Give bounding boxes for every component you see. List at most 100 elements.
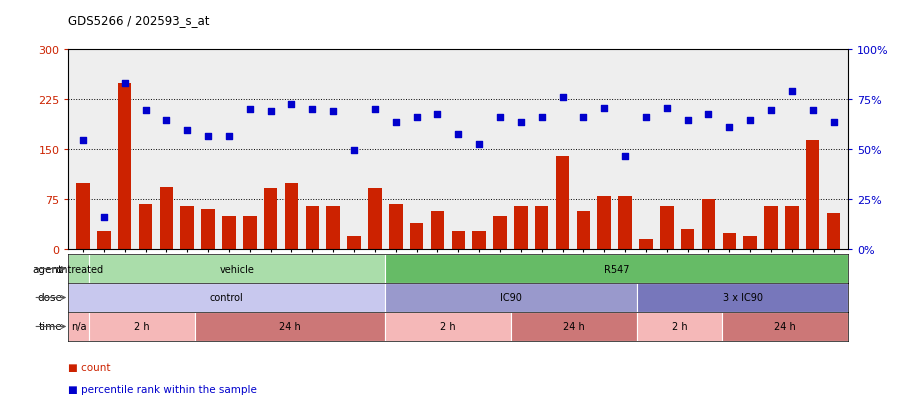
Bar [263, 188, 277, 250]
Bar [514, 206, 527, 250]
Bar [388, 204, 402, 250]
Bar [784, 206, 798, 250]
Bar [118, 84, 131, 250]
Text: vehicle: vehicle [220, 264, 254, 274]
Bar [384, 255, 847, 283]
Text: time: time [38, 322, 62, 332]
Point [722, 124, 736, 131]
Bar [451, 231, 465, 250]
Bar [637, 284, 847, 312]
Text: 24 h: 24 h [279, 322, 301, 332]
Point [221, 133, 236, 140]
Point [783, 88, 798, 95]
Point [597, 105, 611, 112]
Bar [180, 206, 194, 250]
Bar [721, 313, 847, 341]
Text: agent: agent [32, 264, 62, 274]
Point [76, 138, 90, 144]
Bar [472, 231, 486, 250]
Bar [639, 240, 652, 250]
Text: 2 h: 2 h [439, 322, 456, 332]
Point [118, 81, 132, 88]
Bar [826, 213, 839, 250]
Text: GDS5266 / 202593_s_at: GDS5266 / 202593_s_at [68, 14, 210, 27]
Bar [68, 284, 384, 312]
Text: 2 h: 2 h [134, 322, 149, 332]
Text: 24 h: 24 h [773, 322, 795, 332]
Bar [68, 255, 89, 283]
Bar [597, 197, 610, 250]
Bar [326, 206, 340, 250]
Point [409, 114, 424, 121]
Point [159, 118, 173, 124]
Bar [242, 216, 256, 250]
Text: ■ count: ■ count [68, 362, 111, 372]
Text: 2 h: 2 h [671, 322, 687, 332]
Bar [701, 200, 714, 250]
Bar [195, 313, 384, 341]
Bar [722, 233, 735, 250]
Bar [138, 204, 152, 250]
Point [763, 108, 777, 114]
Text: n/a: n/a [71, 322, 87, 332]
Point [576, 114, 590, 121]
Point [471, 141, 486, 148]
Bar [805, 141, 819, 250]
Bar [305, 206, 319, 250]
Bar [681, 230, 693, 250]
Point [304, 107, 319, 113]
Bar [742, 237, 756, 250]
Text: control: control [210, 293, 243, 303]
Point [346, 148, 361, 154]
Text: IC90: IC90 [499, 293, 521, 303]
Point [284, 102, 299, 108]
Bar [284, 183, 298, 250]
Point [263, 108, 278, 115]
Bar [493, 216, 507, 250]
Bar [409, 223, 423, 250]
Bar [97, 231, 110, 250]
Bar [89, 313, 195, 341]
Bar [347, 237, 361, 250]
Text: untreated: untreated [55, 264, 103, 274]
Point [430, 112, 445, 118]
Point [804, 108, 819, 114]
Point [450, 131, 465, 138]
Bar [763, 206, 777, 250]
Point [638, 114, 652, 121]
Point [659, 105, 673, 112]
Point [97, 214, 111, 221]
Bar [576, 211, 589, 250]
Bar [77, 183, 89, 250]
Bar [535, 206, 548, 250]
Point [325, 108, 340, 115]
Bar [430, 211, 444, 250]
Bar [384, 313, 510, 341]
Point [680, 118, 694, 124]
Bar [618, 197, 631, 250]
Point [617, 153, 631, 160]
Point [492, 114, 507, 121]
Bar [384, 284, 637, 312]
Point [367, 107, 382, 113]
Text: 3 x IC90: 3 x IC90 [722, 293, 762, 303]
Point [242, 107, 257, 113]
Point [138, 108, 153, 114]
Text: 24 h: 24 h [563, 322, 585, 332]
Point [701, 112, 715, 118]
Point [513, 120, 527, 126]
Bar [637, 313, 721, 341]
Bar [222, 216, 235, 250]
Bar [89, 255, 384, 283]
Text: ■ percentile rank within the sample: ■ percentile rank within the sample [68, 385, 257, 394]
Text: dose: dose [37, 293, 62, 303]
Point [742, 118, 757, 124]
Point [555, 94, 569, 101]
Point [825, 120, 840, 126]
Bar [201, 210, 215, 250]
Bar [660, 206, 673, 250]
Bar [368, 188, 381, 250]
Bar [555, 157, 568, 250]
Bar [159, 188, 173, 250]
Point [534, 114, 548, 121]
